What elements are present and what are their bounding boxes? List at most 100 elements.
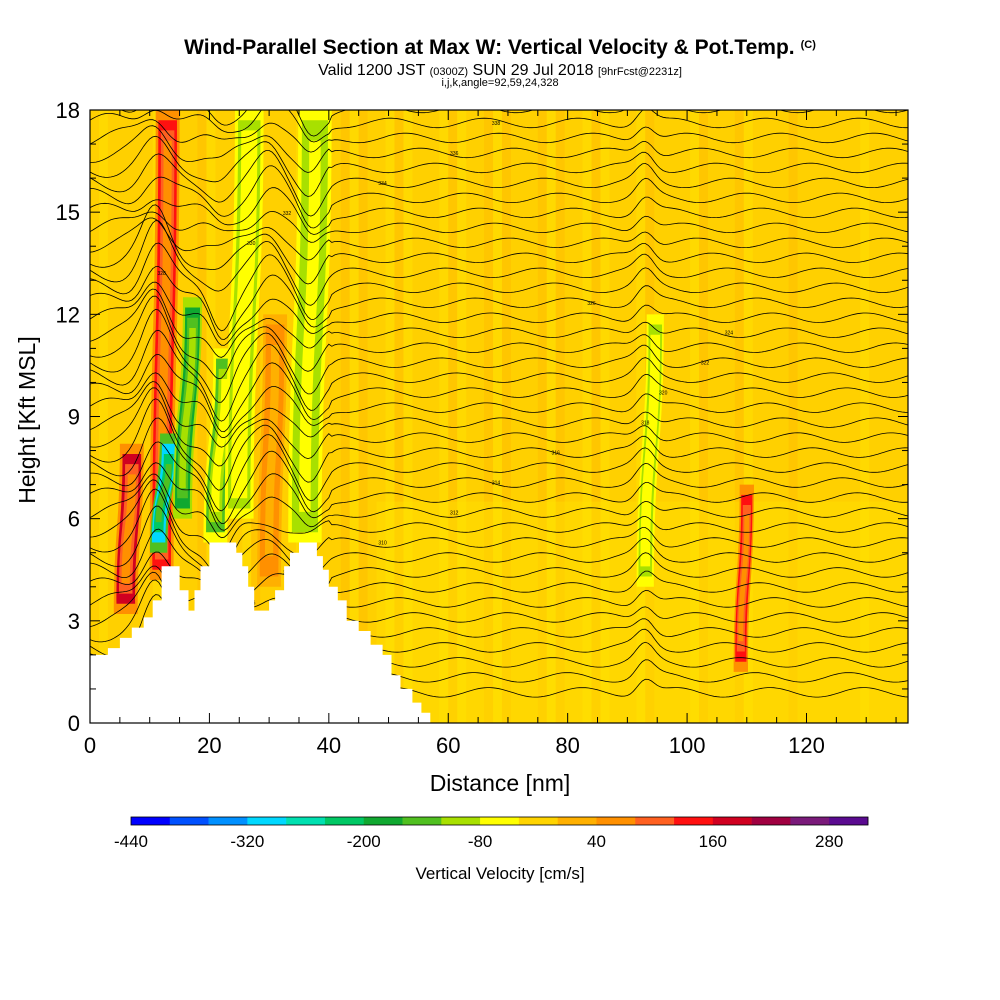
y-tick-label: 3: [68, 609, 80, 634]
velocity-band: [484, 110, 494, 723]
theta-contour: [90, 125, 908, 173]
velocity-band: [457, 110, 467, 723]
y-tick-label: 18: [56, 98, 80, 123]
theta-contour: [90, 372, 908, 439]
x-tick-label: 0: [84, 733, 96, 758]
theta-contour: [90, 187, 908, 235]
colorbar-swatch: [169, 817, 209, 825]
colorbar-tick-label: -200: [347, 832, 381, 851]
theta-contour: [90, 266, 908, 340]
colorbar-swatch: [596, 817, 636, 825]
velocity-band: [788, 110, 798, 723]
contour-label: 322: [701, 361, 710, 367]
colorbar-frame: [130, 816, 869, 826]
contour-label: 310: [378, 541, 387, 547]
velocity-band: [448, 110, 458, 723]
valid-date: SUN 29 Jul 2018: [472, 62, 594, 79]
theta-contour: [90, 165, 908, 229]
x-tick-label: 40: [317, 733, 341, 758]
x-tick-label: 80: [555, 733, 579, 758]
theta-contour: [90, 381, 908, 448]
plot-area: 3043063083103123143163183203223243263283…: [90, 110, 908, 723]
axes: 0 20 40 60 80 100 120 0 3 6 9 12 15 18: [56, 98, 908, 758]
colorbar-swatch: [441, 817, 481, 825]
valid-utc: (0300Z): [429, 66, 469, 78]
contour-label: 338: [492, 121, 501, 127]
colorbar-label: Vertical Velocity [cm/s]: [415, 864, 585, 883]
colorbar-swatch: [751, 817, 791, 825]
velocity-band: [358, 110, 368, 723]
theta-contour: [90, 281, 908, 346]
chart-title: Wind-Parallel Section at Max W: Vertical…: [0, 36, 1000, 60]
colorbar-tick-label: 160: [699, 832, 727, 851]
velocity-band: [699, 110, 708, 723]
x-tick-label: 120: [788, 733, 825, 758]
contour-label: 330: [247, 241, 256, 247]
velocity-plume: [211, 379, 230, 512]
velocity-band: [493, 110, 502, 723]
contour-label: 314: [492, 481, 501, 487]
terrain-mask: [90, 542, 431, 723]
y-tick-label: 15: [56, 200, 80, 225]
velocity-band: [743, 110, 753, 723]
theta-contour: [90, 462, 908, 531]
y-tick-label: 6: [68, 507, 80, 532]
x-tick-label: 60: [436, 733, 460, 758]
chart-title-text: Wind-Parallel Section at Max W: Vertical…: [184, 36, 795, 59]
colorbar-tick-label: 40: [587, 832, 606, 851]
contour-label: 328: [157, 271, 166, 277]
velocity-plume: [121, 474, 136, 584]
theta-contour: [90, 288, 908, 358]
chart-subtitle: Valid 1200 JST (0300Z) SUN 29 Jul 2018 […: [0, 62, 1000, 80]
theta-contour: [90, 295, 908, 380]
velocity-band: [439, 110, 449, 723]
velocity-band: [340, 110, 350, 723]
velocity-band: [600, 110, 610, 723]
theta-contour: [90, 387, 908, 467]
x-tick-label: 100: [669, 733, 706, 758]
x-axis-label: Distance [nm]: [430, 770, 571, 796]
theta-contour: [90, 308, 908, 403]
colorbar-swatch: [712, 817, 752, 825]
colorbar-tick-label: -320: [230, 832, 264, 851]
contour-label: 316: [552, 451, 561, 457]
colorbar-swatch: [829, 817, 869, 825]
theta-contour: [90, 398, 908, 491]
colorbar-swatch: [518, 817, 558, 825]
grid-info: i,j,k,angle=92,59,24,328: [441, 77, 559, 89]
contour-label: 320: [659, 391, 668, 397]
colorbar-tick-label: -80: [468, 832, 493, 851]
theta-contour: [90, 210, 908, 243]
velocity-band: [403, 110, 413, 723]
theta-contour: [90, 204, 908, 285]
y-tick-label: 0: [68, 711, 80, 736]
forecast-info: [9hrFcst@2231z]: [597, 66, 682, 78]
contour-label: 318: [641, 421, 650, 427]
theta-contour: [90, 473, 908, 539]
velocity-plume: [234, 140, 255, 489]
velocity-band: [385, 110, 395, 723]
copyright-mark: (C): [800, 39, 816, 51]
theta-contour: [90, 329, 908, 422]
velocity-band: [537, 110, 547, 723]
colorbar-swatch: [208, 817, 248, 825]
colorbar-swatch: [286, 817, 326, 825]
velocity-plume: [738, 515, 750, 642]
velocity-band: [690, 110, 700, 723]
theta-contour: [90, 441, 908, 524]
contour-label: 312: [450, 511, 459, 517]
velocity-band: [734, 110, 744, 723]
colorbar-swatch: [480, 817, 520, 825]
theta-contour: [90, 135, 908, 197]
contour-label: 332: [283, 211, 292, 217]
theta-contour: [90, 217, 908, 261]
colorbar-swatch: [674, 817, 714, 825]
theta-contour: [90, 110, 908, 143]
y-tick-label: 12: [56, 302, 80, 327]
velocity-plume: [299, 140, 321, 512]
colorbar-swatch: [790, 817, 830, 825]
colorbar-swatch: [557, 817, 597, 825]
colorbar-swatch: [402, 817, 442, 825]
theta-contour: [90, 150, 908, 217]
